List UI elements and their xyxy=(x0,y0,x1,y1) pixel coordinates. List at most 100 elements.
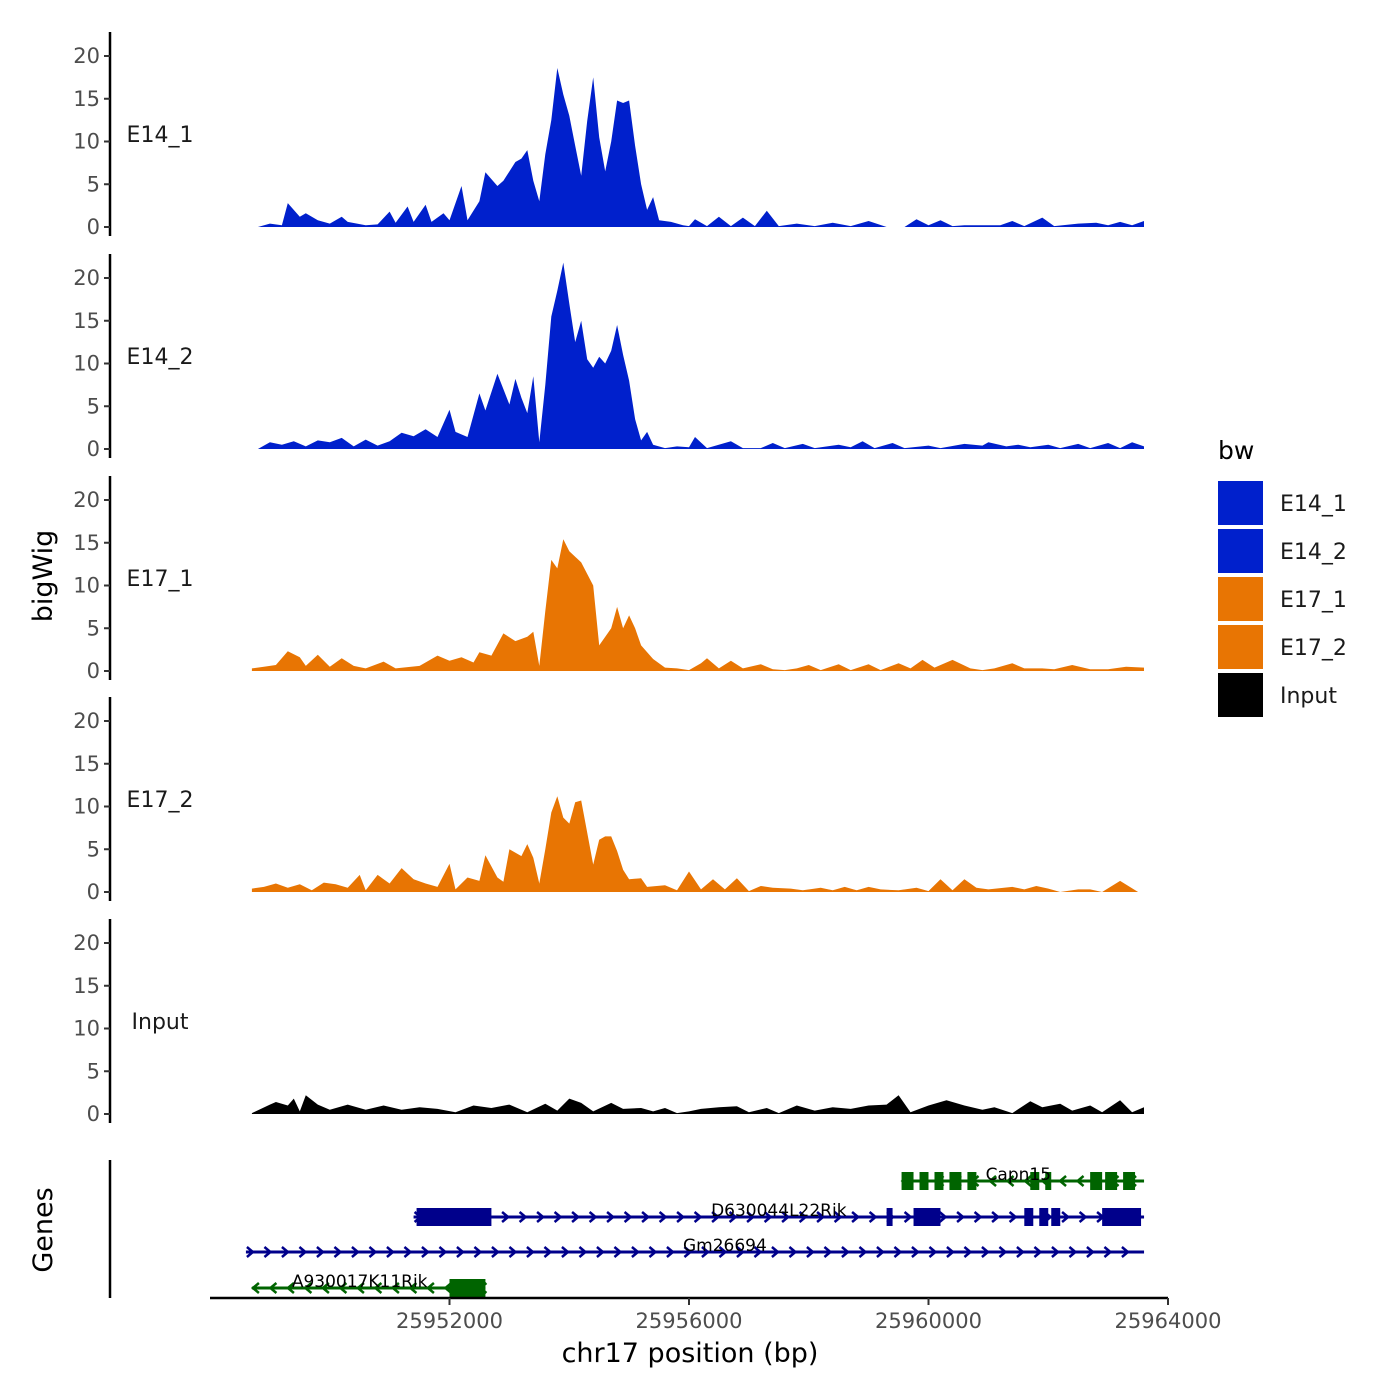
exon xyxy=(1123,1172,1136,1190)
strand-chevron xyxy=(641,1211,651,1223)
strand-chevron xyxy=(893,1246,903,1258)
genes-layer: Capn15 D630044L22Rik Gm26694 A930017K11Rik xyxy=(108,1160,1145,1298)
strand-chevron xyxy=(1086,1246,1095,1258)
strand-chevron xyxy=(701,1246,710,1258)
exon xyxy=(1045,1172,1052,1190)
strand-chevron xyxy=(1008,1211,1018,1223)
strand-chevron xyxy=(771,1246,780,1258)
track-Input: 0 5 10 15 20 Input xyxy=(73,919,1144,1126)
y-tick-label: 20 xyxy=(73,266,100,290)
y-tick-label: 5 xyxy=(87,172,100,196)
strand-chevron xyxy=(456,1246,465,1258)
y-tick-label: 0 xyxy=(87,880,100,904)
strand-chevron xyxy=(963,1246,973,1258)
y-axis-title: bigWig xyxy=(28,530,59,623)
legend-swatch xyxy=(1218,625,1263,669)
legend-swatch xyxy=(1218,529,1263,573)
strand-chevron xyxy=(553,1211,563,1223)
exon xyxy=(1030,1172,1040,1190)
y-tick-label: 10 xyxy=(73,795,100,819)
gene-label: A930017K11Rik xyxy=(292,1272,428,1292)
strand-chevron xyxy=(368,1246,378,1258)
track-E14_1: 0 5 10 15 20 E14_1 xyxy=(73,32,1144,239)
gene-label: D630044L22Rik xyxy=(711,1201,847,1221)
strand-chevron xyxy=(613,1246,623,1258)
legend: bw E14_1 E14_2 E17_1 E17_2 Input xyxy=(1218,436,1347,717)
strand-chevron xyxy=(386,1246,395,1258)
track-label: E17_1 xyxy=(127,567,194,592)
y-tick-label: 20 xyxy=(73,931,100,955)
legend-swatch xyxy=(1218,673,1263,717)
signal-area xyxy=(257,262,1144,449)
strand-chevron xyxy=(991,1211,1001,1223)
strand-chevron xyxy=(1016,1246,1025,1258)
strand-chevron xyxy=(263,1246,273,1258)
exon xyxy=(1039,1208,1049,1226)
y-tick-label: 15 xyxy=(73,87,100,111)
strand-chevron xyxy=(868,1211,878,1223)
strand-chevron xyxy=(491,1246,500,1258)
strand-chevron xyxy=(571,1211,581,1223)
y-tick-label: 20 xyxy=(73,44,100,68)
exon xyxy=(1090,1172,1103,1190)
strand-chevron xyxy=(606,1211,616,1223)
genes-axis-title: Genes xyxy=(28,1187,59,1272)
y-tick-label: 5 xyxy=(87,1059,100,1083)
strand-chevron xyxy=(938,1211,948,1223)
y-tick-label: 0 xyxy=(87,1102,100,1126)
strand-chevron xyxy=(438,1246,448,1258)
strand-chevron xyxy=(623,1211,633,1223)
strand-chevron xyxy=(903,1211,913,1223)
y-tick-label: 15 xyxy=(73,974,100,998)
strand-chevron xyxy=(320,1282,330,1294)
legend-label: Input xyxy=(1280,684,1337,709)
strand-chevron xyxy=(841,1246,850,1258)
track-E17_1: 0 5 10 15 20 E17_1 xyxy=(73,476,1144,683)
strand-chevron xyxy=(746,1211,756,1223)
strand-chevron xyxy=(683,1246,693,1258)
strand-chevron xyxy=(596,1246,605,1258)
legend-swatch xyxy=(1218,577,1263,621)
legend-title: bw xyxy=(1218,436,1254,465)
exon xyxy=(1024,1208,1034,1226)
x-axis: 25952000 25956000 25960000 25964000 xyxy=(210,1296,1221,1333)
strand-chevron xyxy=(473,1246,483,1258)
strand-chevron xyxy=(303,1282,313,1294)
strand-chevron xyxy=(373,1282,383,1294)
signal-area xyxy=(251,1095,1144,1114)
exon xyxy=(1051,1208,1061,1226)
strand-chevron xyxy=(973,1211,983,1223)
y-tick-label: 0 xyxy=(87,437,100,461)
y-tick-label: 10 xyxy=(73,130,100,154)
strand-chevron xyxy=(285,1282,295,1294)
strand-chevron xyxy=(718,1246,728,1258)
strand-chevron xyxy=(1068,1246,1078,1258)
strand-chevron xyxy=(631,1246,640,1258)
strand-chevron xyxy=(833,1211,843,1223)
strand-chevron xyxy=(1121,1246,1130,1258)
strand-chevron xyxy=(561,1246,570,1258)
exon xyxy=(1102,1208,1142,1226)
strand-chevron xyxy=(1005,1175,1015,1187)
strand-chevron xyxy=(281,1246,290,1258)
strand-chevron xyxy=(858,1246,868,1258)
strand-chevron xyxy=(518,1211,528,1223)
strand-chevron xyxy=(588,1211,598,1223)
y-tick-label: 0 xyxy=(87,215,100,239)
gene-D630044L22Rik: D630044L22Rik xyxy=(413,1201,1145,1226)
strand-chevron xyxy=(798,1211,808,1223)
strand-chevron xyxy=(536,1211,546,1223)
track-label: E17_2 xyxy=(127,788,194,813)
legend-label: E17_1 xyxy=(1280,588,1347,613)
strand-chevron xyxy=(1075,1175,1085,1187)
y-tick-label: 20 xyxy=(73,488,100,512)
y-tick-label: 15 xyxy=(73,752,100,776)
exon xyxy=(967,1172,977,1190)
gene-Capn15: Capn15 xyxy=(900,1165,1145,1190)
strand-chevron xyxy=(1023,1175,1032,1187)
strand-chevron xyxy=(988,1175,997,1187)
strand-chevron xyxy=(851,1211,861,1223)
strand-chevron xyxy=(823,1246,833,1258)
strand-chevron xyxy=(956,1211,966,1223)
